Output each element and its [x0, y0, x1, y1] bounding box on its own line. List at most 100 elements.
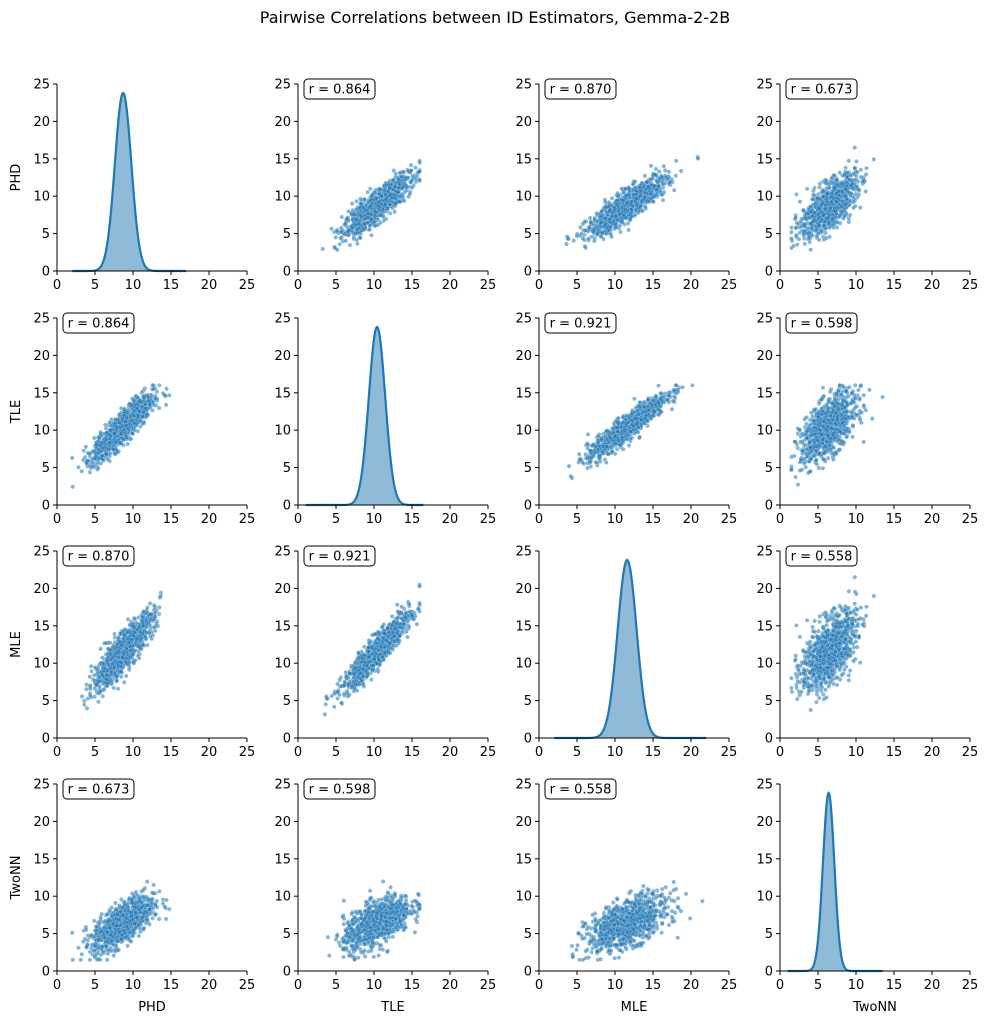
- scatter-point: [347, 242, 353, 248]
- scatter-point: [130, 431, 135, 436]
- scatter-point: [618, 229, 623, 235]
- scatter-point: [595, 230, 600, 236]
- scatter-point: [153, 396, 158, 401]
- scatter-point: [850, 186, 856, 192]
- y-axis-label-phd: PHD: [9, 164, 24, 192]
- scatter-point: [590, 228, 596, 234]
- scatter-point: [362, 227, 367, 232]
- scatter-point: [365, 189, 370, 195]
- scatter-point: [599, 437, 604, 443]
- scatter-point: [343, 238, 349, 244]
- y-tick-label: 25: [33, 312, 50, 327]
- scatter-point: [622, 206, 628, 212]
- scatter-point: [690, 383, 695, 388]
- scatter-point: [851, 199, 856, 205]
- scatter-point: [399, 174, 404, 179]
- y-tick-label: 0: [524, 265, 532, 280]
- x-tick-label: 20: [442, 512, 459, 527]
- scatter-point: [107, 440, 112, 445]
- y-tick-label: 20: [33, 349, 50, 364]
- scatter-point: [635, 408, 640, 413]
- scatter-point: [117, 419, 122, 425]
- scatter-point: [653, 166, 659, 172]
- scatter-point: [141, 388, 146, 394]
- scatter-point: [642, 173, 648, 179]
- scatter-point: [385, 206, 391, 211]
- scatter-point: [137, 399, 142, 404]
- scatter-point: [383, 196, 389, 202]
- scatter-point: [664, 397, 669, 402]
- scatter-point: [358, 235, 363, 241]
- scatter-point: [641, 399, 647, 405]
- scatter-point: [362, 197, 367, 202]
- scatter-point: [100, 457, 106, 462]
- y-tick-label: 5: [42, 227, 50, 242]
- scatter-point: [823, 177, 828, 183]
- scatter-point: [813, 228, 818, 234]
- scatter-point: [829, 180, 835, 186]
- scatter-point: [847, 212, 853, 218]
- x-tick-label: 15: [163, 512, 180, 527]
- x-tick-label: 0: [776, 278, 784, 293]
- scatter-point: [599, 208, 605, 214]
- scatter-point: [852, 166, 857, 171]
- scatter-point: [831, 173, 837, 178]
- scatter-point: [793, 215, 798, 221]
- scatter-point: [608, 232, 614, 237]
- scatter-point: [639, 417, 644, 422]
- scatter-point: [609, 196, 615, 201]
- scatter-point: [372, 219, 378, 225]
- scatter-point: [843, 210, 849, 216]
- scatter-point: [378, 193, 384, 198]
- scatter-point: [856, 187, 862, 192]
- scatter-point: [132, 420, 137, 426]
- scatter-point: [852, 177, 857, 183]
- y-tick-label: 25: [274, 78, 291, 93]
- scatter-point: [106, 447, 111, 452]
- y-tick-label: 15: [515, 152, 532, 167]
- y-tick-label: 10: [515, 424, 532, 439]
- scatter-point: [372, 223, 378, 229]
- scatter-point: [808, 209, 814, 214]
- scatter-point: [397, 181, 402, 187]
- scatter-point: [123, 419, 128, 424]
- x-tick-label: 15: [404, 278, 421, 293]
- scatter-point: [79, 469, 85, 474]
- scatter-point: [585, 432, 591, 437]
- scatter-point: [374, 196, 379, 201]
- y-tick-label: 15: [33, 386, 50, 401]
- scatter-point: [339, 214, 345, 220]
- scatter-point: [601, 236, 606, 242]
- x-tick-label: 10: [125, 278, 142, 293]
- scatter-point: [118, 431, 124, 437]
- scatter-point: [836, 189, 842, 194]
- scatter-point: [652, 183, 657, 189]
- y-tick-label: 5: [765, 227, 773, 242]
- scatter-point: [81, 457, 86, 463]
- x-tick-label: 15: [886, 278, 903, 293]
- x-tick-label: 25: [721, 512, 738, 527]
- scatter-point: [69, 455, 75, 461]
- scatter-point: [602, 457, 608, 462]
- scatter-point: [858, 205, 863, 210]
- r-label: r = 0.870: [550, 83, 612, 98]
- scatter-point: [631, 423, 636, 429]
- scatter-point: [864, 165, 869, 171]
- scatter-point: [333, 235, 338, 240]
- scatter-point: [613, 224, 619, 230]
- scatter-point: [656, 412, 662, 418]
- scatter-point: [355, 241, 360, 247]
- r-label: r = 0.864: [68, 317, 130, 332]
- scatter-point: [151, 383, 156, 388]
- scatter-point: [824, 235, 829, 241]
- scatter-point: [829, 194, 834, 200]
- panel-grid: 0 0 5 5 10 10 15 15 20 20 25 25 PHD r = 0.86400551010…: [9, 78, 978, 1016]
- scatter-point: [368, 203, 373, 209]
- x-tick-label: 20: [201, 512, 218, 527]
- scatter-point: [101, 445, 107, 450]
- scatter-point: [83, 444, 89, 450]
- scatter-point: [612, 434, 618, 440]
- x-tick-label: 0: [294, 512, 302, 527]
